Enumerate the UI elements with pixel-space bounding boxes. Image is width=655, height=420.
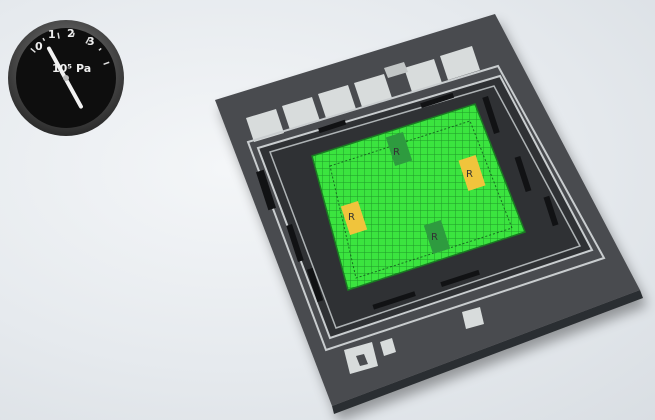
gauge-tick-label-2: 2 [67,27,75,40]
piezoresistor-left-label: R [348,212,355,223]
bond-pad [282,97,320,130]
membrane-boundary [329,120,513,279]
piezoresistor-right-label: R [466,169,473,180]
bond-pad [462,307,484,329]
bond-pad [440,46,480,80]
pressure-gauge: 0 1 2 3 10⁵ Pa [8,20,124,136]
trace-block [482,96,500,134]
bottom-pads [344,307,484,374]
piezoresistor-right: R [458,155,486,191]
membrane [311,103,526,291]
gauge-tick [103,61,110,66]
gauge-tick-label-1: 1 [48,28,56,41]
bond-pad [384,62,408,78]
gauge-tick-label-0: 0 [35,40,43,53]
piezoresistor-left-body [340,200,368,236]
trace-block [306,267,324,303]
piezoresistor-bottom-body [423,219,451,255]
gauge-hub [63,75,69,81]
bond-pad [380,338,396,356]
gauge-tick-label-3: 3 [87,35,95,48]
piezoresistor-left: R [340,200,368,236]
trace-blocks [256,92,559,310]
bond-pad [354,74,392,107]
trace-block [514,155,532,193]
piezoresistor-bottom-label: R [431,232,438,243]
trace-block [256,169,276,211]
chip-trace-outer [246,64,606,352]
trace-block [318,119,347,134]
piezoresistor-right-body [458,155,486,191]
gauge-tick [57,32,60,39]
gauge-tick [42,37,46,42]
gauge-tick [72,32,75,36]
piezoresistor-top-body [385,131,413,167]
trace-block [543,195,559,227]
chip-trace-inner [269,85,582,329]
bond-pad [318,85,356,118]
gauge-tick [98,47,102,51]
piezoresistor-top-label: R [393,147,400,158]
chip-substrate-edge [332,290,643,414]
gauge-tick [85,37,90,44]
bond-pad-notch [356,354,368,366]
trace-block [286,224,304,262]
gauge-tick-marks [30,32,110,66]
piezoresistor-bottom: R [423,219,451,255]
trace-block [372,291,416,310]
bond-pad [404,59,442,92]
gauge-tick [30,47,36,53]
bond-pad-row [246,46,480,142]
trace-block [420,92,455,109]
piezoresistor-top: R [385,131,413,167]
chip-surface: R R R R [246,46,606,374]
trace-block [440,269,480,288]
